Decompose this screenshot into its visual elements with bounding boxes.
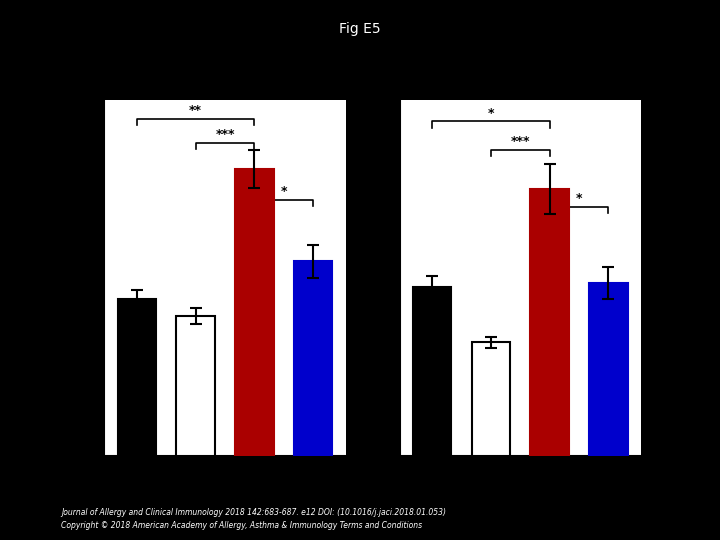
Y-axis label: %IL-33+ Epith: %IL-33+ Epith <box>355 233 368 323</box>
Bar <box>235 169 274 456</box>
Text: ***: *** <box>510 135 530 148</box>
Text: GLP-1R: GLP-1R <box>161 470 196 506</box>
Bar <box>531 189 569 456</box>
Text: ***: *** <box>215 128 235 141</box>
Y-axis label: Total Lung Cells (x 10⁻⁵): Total Lung Cells (x 10⁻⁵) <box>60 203 73 353</box>
Text: A: A <box>56 71 70 89</box>
Text: *: * <box>576 192 582 205</box>
Text: **: ** <box>189 104 202 117</box>
Text: GLP-1R: GLP-1R <box>278 470 313 506</box>
Bar <box>117 300 156 456</box>
Bar <box>294 261 333 456</box>
Text: Veh: Veh <box>233 470 254 492</box>
Text: Copyright © 2018 American Academy of Allergy, Asthma & Immunology Terms and Cond: Copyright © 2018 American Academy of All… <box>61 521 423 530</box>
Text: GLP-1R: GLP-1R <box>573 470 608 506</box>
Text: GLP-1R: GLP-1R <box>456 470 491 506</box>
Text: Fig E5: Fig E5 <box>339 22 381 36</box>
Text: *: * <box>281 185 287 198</box>
Text: B: B <box>351 71 365 89</box>
Bar <box>472 342 510 456</box>
Bar <box>590 284 628 456</box>
Text: Veh: Veh <box>528 470 549 492</box>
Bar <box>413 287 451 456</box>
Bar <box>176 316 215 456</box>
Text: Veh: Veh <box>115 470 137 492</box>
Text: Journal of Allergy and Clinical Immunology 2018 142:683-687. e12 DOI: (10.1016/j: Journal of Allergy and Clinical Immunolo… <box>61 508 446 517</box>
Text: *: * <box>487 106 494 119</box>
Text: Veh: Veh <box>410 470 432 492</box>
